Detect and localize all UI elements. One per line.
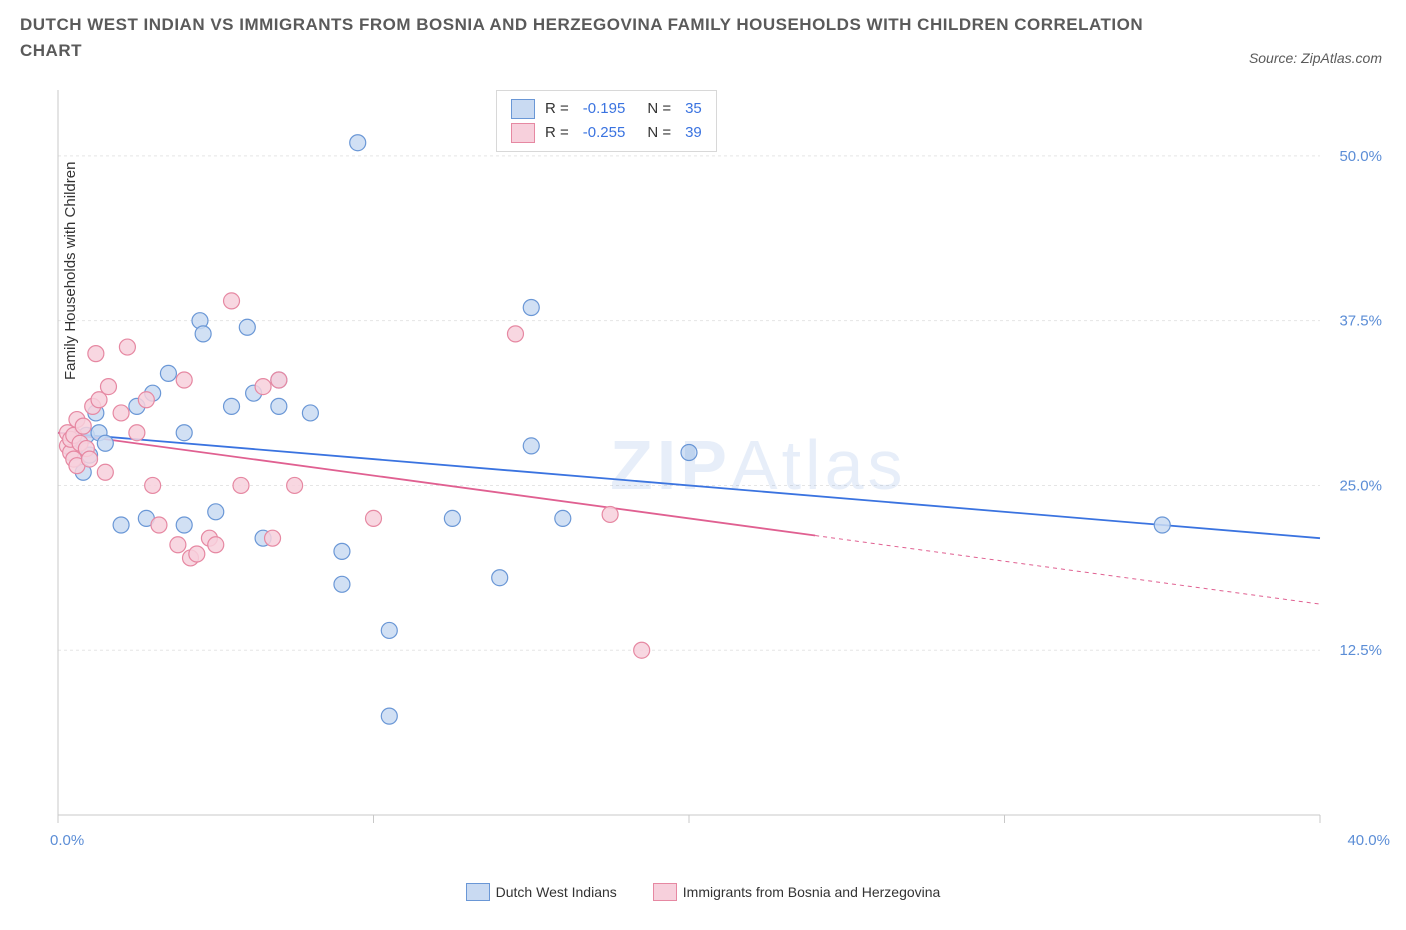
series-legend-item: Immigrants from Bosnia and Herzegovina [653, 883, 941, 901]
correlation-legend: R = -0.195 N = 35 R = -0.255 N = 39 [496, 90, 717, 152]
y-axis-label: Family Households with Children [62, 162, 79, 380]
plot-area: Family Households with Children 12.5% 25.… [50, 85, 1390, 875]
series-name: Immigrants from Bosnia and Herzegovina [683, 884, 941, 900]
legend-n-label: N = [647, 97, 671, 121]
series-legend: Dutch West Indians Immigrants from Bosni… [0, 883, 1406, 904]
legend-swatch [466, 883, 490, 901]
legend-r-value: -0.255 [583, 121, 626, 145]
svg-text:37.5%: 37.5% [1339, 313, 1382, 330]
chart-container: DUTCH WEST INDIAN VS IMMIGRANTS FROM BOS… [0, 0, 1406, 930]
scatter-svg: 12.5% 25.0% 37.5% 50.0% [50, 85, 1390, 875]
legend-swatch [653, 883, 677, 901]
legend-r-label: R = [545, 121, 569, 145]
legend-swatch [511, 123, 535, 143]
chart-title: DUTCH WEST INDIAN VS IMMIGRANTS FROM BOS… [20, 12, 1186, 63]
series-name: Dutch West Indians [496, 884, 617, 900]
legend-swatch [511, 99, 535, 119]
legend-n-value: 35 [685, 97, 702, 121]
legend-r-label: R = [545, 97, 569, 121]
legend-row: R = -0.255 N = 39 [511, 121, 702, 145]
x-tick-max: 40.0% [1347, 832, 1390, 849]
source-attribution: Source: ZipAtlas.com [1249, 50, 1382, 66]
svg-text:50.0%: 50.0% [1339, 148, 1382, 165]
svg-text:12.5%: 12.5% [1339, 642, 1382, 659]
legend-n-label: N = [647, 121, 671, 145]
series-legend-item: Dutch West Indians [466, 883, 617, 901]
legend-r-value: -0.195 [583, 97, 626, 121]
x-tick-min: 0.0% [50, 832, 84, 849]
svg-text:25.0%: 25.0% [1339, 477, 1382, 494]
legend-row: R = -0.195 N = 35 [511, 97, 702, 121]
legend-n-value: 39 [685, 121, 702, 145]
